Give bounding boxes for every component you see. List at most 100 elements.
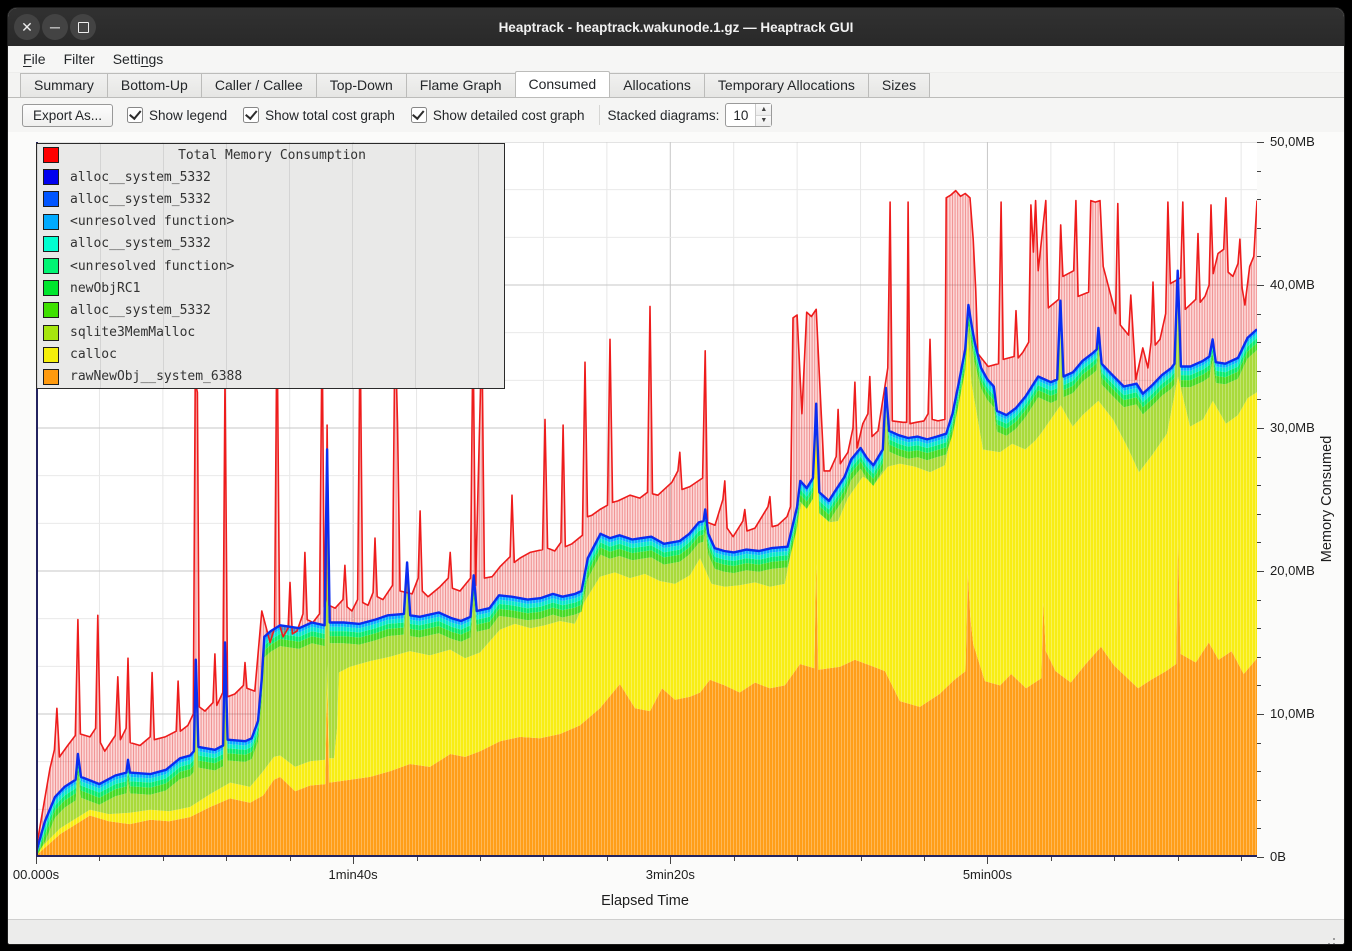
y-tick [1257, 456, 1261, 458]
status-bar [8, 919, 1344, 944]
y-tick-label: 50,0MB [1270, 134, 1315, 149]
y-tick [1257, 513, 1261, 515]
close-icon: ✕ [21, 19, 33, 35]
tab-summary[interactable]: Summary [20, 73, 107, 98]
checkbox-label: Show legend [149, 107, 228, 123]
tab-caller-callee[interactable]: Caller / Callee [200, 73, 316, 98]
legend-swatch [43, 213, 59, 230]
resize-grip[interactable] [1333, 938, 1335, 940]
chart-legend: Total Memory Consumption alloc__system_53… [36, 143, 505, 389]
legend-swatch [43, 191, 59, 208]
y-tick [1257, 199, 1261, 201]
y-tick [1257, 285, 1264, 286]
chart-plot-area[interactable] [36, 142, 1257, 857]
x-tick [1050, 857, 1052, 861]
close-button[interactable]: ✕ [14, 14, 40, 40]
x-tick [1177, 857, 1179, 861]
tab-sizes[interactable]: Sizes [867, 73, 931, 98]
x-tick [670, 857, 672, 864]
x-tick [226, 857, 228, 861]
tab-consumed[interactable]: Consumed [514, 71, 611, 98]
x-tick-label: 3min20s [645, 867, 695, 882]
tab-bar: Summary Bottom-Up Caller / Callee Top-Down F… [8, 71, 1344, 98]
y-tick-label: 0B [1270, 849, 1286, 864]
maximize-button[interactable] [70, 14, 96, 40]
y-tick [1257, 742, 1261, 744]
y-tick [1257, 799, 1261, 801]
legend-item: sqlite3MemMalloc [37, 322, 504, 344]
application-window: ✕ ─ Heaptrack - heaptrack.wakunode.1.gz … [8, 8, 1344, 944]
x-tick [99, 857, 101, 861]
y-tick [1257, 227, 1261, 229]
legend-label: <unresolved function> [70, 214, 235, 230]
legend-item: calloc [37, 344, 504, 366]
y-tick [1257, 142, 1264, 143]
export-as-button[interactable]: Export As... [22, 103, 114, 127]
x-tick-label: 00.000s [12, 867, 60, 882]
x-tick [1114, 857, 1116, 861]
menu-settings[interactable]: Settings [112, 51, 164, 67]
x-tick [289, 857, 291, 861]
menubar: File Filter Settings [8, 46, 1344, 73]
legend-label: newObjRC1 [70, 280, 141, 296]
checkbox-show-total-cost-graph[interactable]: Show total cost graph [243, 107, 395, 123]
legend-label: calloc [70, 347, 117, 363]
checkbox-box[interactable] [410, 107, 427, 123]
y-tick [1257, 485, 1261, 487]
legend-swatch [43, 324, 59, 341]
legend-item: alloc__system_5332 [37, 188, 504, 210]
stacked-diagrams-value[interactable]: 10 [733, 107, 749, 123]
y-tick [1257, 399, 1261, 401]
legend-title: Total Memory Consumption [178, 147, 366, 163]
tab-allocations[interactable]: Allocations [609, 73, 704, 98]
legend-label: rawNewObj__system_6388 [70, 369, 243, 385]
checkbox-box[interactable] [243, 107, 260, 123]
toolbar: Export As... Show legend Show total cost … [8, 98, 1344, 132]
y-tick [1257, 714, 1264, 715]
legend-title-row: Total Memory Consumption [37, 144, 504, 166]
menu-filter[interactable]: Filter [63, 51, 95, 67]
y-tick [1257, 170, 1261, 172]
legend-item: alloc__system_5332 [37, 166, 504, 188]
total-line [36, 189, 1257, 851]
minimize-button[interactable]: ─ [42, 14, 68, 40]
y-tick [1257, 771, 1261, 773]
x-tick [353, 857, 355, 864]
legend-label: sqlite3MemMalloc [70, 325, 196, 341]
legend-swatch [43, 346, 59, 363]
y-tick-label: 40,0MB [1270, 277, 1315, 292]
legend-label: alloc__system_5332 [70, 169, 211, 185]
x-tick [416, 857, 418, 861]
legend-label: alloc__system_5332 [70, 191, 211, 207]
checkbox-label: Show detailed cost graph [432, 107, 585, 123]
legend-swatch [43, 302, 59, 319]
y-tick [1257, 428, 1264, 429]
tab-bottom-up[interactable]: Bottom-Up [106, 73, 201, 98]
y-tick [1257, 542, 1261, 544]
checkbox-show-detailed-cost-graph[interactable]: Show detailed cost graph [410, 107, 585, 123]
y-tick [1257, 571, 1264, 572]
x-tick [543, 857, 545, 861]
x-tick [1241, 857, 1243, 861]
y-tick [1257, 685, 1261, 687]
stacked-diagrams-control: Stacked diagrams: 10 ▲ ▼ [608, 103, 773, 127]
spin-down-icon[interactable]: ▼ [756, 115, 772, 126]
tab-flame-graph[interactable]: Flame Graph [405, 73, 515, 98]
titlebar: ✕ ─ Heaptrack - heaptrack.wakunode.1.gz … [8, 8, 1344, 46]
consumed-chart: 00.000s 1min40s 3min20s 5min00s 0B 10,0MB 20,0… [8, 132, 1344, 919]
tab-temporary-allocations[interactable]: Temporary Allocations [703, 73, 868, 98]
legend-item: alloc__system_5332 [37, 299, 504, 321]
toolbar-checkboxes: Show legend Show total cost graph Show det… [127, 107, 585, 123]
area-total-hatch [36, 190, 1257, 853]
x-tick-label: 5min00s [962, 867, 1012, 882]
stacked-diagrams-spinbox[interactable]: 10 ▲ ▼ [725, 103, 773, 127]
menu-file[interactable]: File [23, 51, 46, 67]
tab-top-down[interactable]: Top-Down [315, 73, 406, 98]
y-tick [1257, 828, 1261, 830]
checkbox-box[interactable] [127, 107, 144, 123]
x-tick [480, 857, 481, 861]
y-axis-title: Memory Consumed [1319, 435, 1335, 563]
x-tick [797, 857, 799, 861]
spin-up-icon[interactable]: ▲ [756, 104, 772, 116]
checkbox-show-legend[interactable]: Show legend [127, 107, 227, 123]
